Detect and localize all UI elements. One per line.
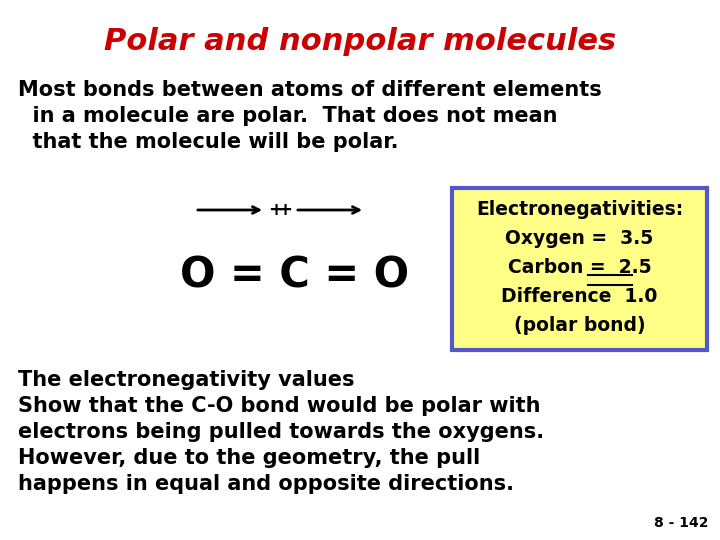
Text: Most bonds between atoms of different elements: Most bonds between atoms of different el… (18, 80, 602, 100)
Text: that the molecule will be polar.: that the molecule will be polar. (18, 132, 398, 152)
Text: in a molecule are polar.  That does not mean: in a molecule are polar. That does not m… (18, 106, 557, 126)
Text: +: + (277, 201, 292, 219)
Text: Difference  1.0: Difference 1.0 (501, 287, 657, 306)
Text: (polar bond): (polar bond) (513, 316, 645, 335)
Text: 8 - 142: 8 - 142 (654, 516, 708, 530)
Text: electrons being pulled towards the oxygens.: electrons being pulled towards the oxyge… (18, 422, 544, 442)
Bar (452, 188, 707, 350)
Text: Carbon =  2.5: Carbon = 2.5 (508, 258, 652, 277)
Text: O = C = O: O = C = O (181, 255, 410, 297)
Text: happens in equal and opposite directions.: happens in equal and opposite directions… (18, 474, 514, 494)
Text: However, due to the geometry, the pull: However, due to the geometry, the pull (18, 448, 480, 468)
Text: +: + (268, 201, 283, 219)
Text: Oxygen =  3.5: Oxygen = 3.5 (505, 229, 654, 248)
Text: Show that the C-O bond would be polar with: Show that the C-O bond would be polar wi… (18, 396, 541, 416)
Text: The electronegativity values: The electronegativity values (18, 370, 354, 390)
Text: Polar and nonpolar molecules: Polar and nonpolar molecules (104, 28, 616, 57)
Text: Electronegativities:: Electronegativities: (476, 200, 683, 219)
